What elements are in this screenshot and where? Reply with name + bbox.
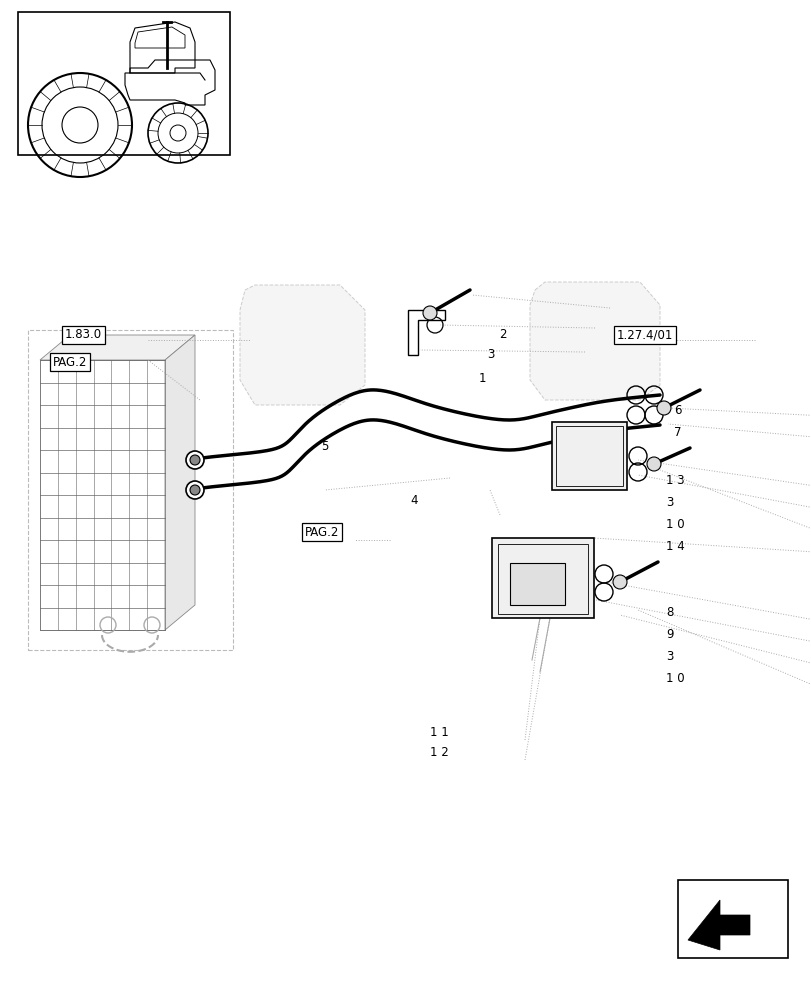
Text: 2: 2	[499, 328, 506, 342]
Bar	[40, 360, 165, 630]
Circle shape	[186, 481, 204, 499]
Text: 1 3: 1 3	[665, 474, 684, 487]
Bar	[491, 538, 594, 618]
Text: 1 1: 1 1	[430, 725, 448, 738]
Text: 9: 9	[665, 628, 672, 640]
Bar	[28, 330, 233, 650]
Polygon shape	[530, 282, 659, 400]
Text: 7: 7	[673, 426, 680, 440]
Text: 4: 4	[410, 493, 417, 506]
Circle shape	[646, 457, 660, 471]
Text: 1 0: 1 0	[665, 518, 684, 530]
Polygon shape	[240, 285, 365, 405]
Circle shape	[656, 401, 670, 415]
Text: PAG.2: PAG.2	[53, 356, 87, 368]
Polygon shape	[165, 335, 195, 630]
Text: 6: 6	[673, 403, 680, 416]
Text: 1 4: 1 4	[665, 540, 684, 552]
Bar	[497, 544, 587, 614]
Polygon shape	[687, 900, 749, 950]
Text: 1.83.0: 1.83.0	[65, 328, 102, 342]
Text: 3: 3	[665, 650, 672, 662]
Text: 1.27.4/01: 1.27.4/01	[616, 328, 672, 342]
Bar	[18, 12, 230, 155]
Text: 1 0: 1 0	[665, 672, 684, 684]
Text: PAG.2: PAG.2	[304, 526, 338, 538]
Circle shape	[186, 451, 204, 469]
Circle shape	[190, 455, 200, 465]
Bar	[551, 422, 626, 490]
Text: 8: 8	[665, 605, 672, 618]
Text: 1 2: 1 2	[430, 745, 448, 758]
Bar	[509, 563, 564, 605]
Text: 3: 3	[487, 349, 494, 361]
Circle shape	[190, 485, 200, 495]
Text: 1: 1	[478, 371, 486, 384]
Bar	[677, 880, 787, 958]
Circle shape	[423, 306, 436, 320]
Bar	[556, 426, 622, 486]
Text: 5: 5	[320, 440, 328, 452]
Polygon shape	[40, 335, 195, 360]
Text: 3: 3	[665, 495, 672, 508]
Circle shape	[612, 575, 626, 589]
